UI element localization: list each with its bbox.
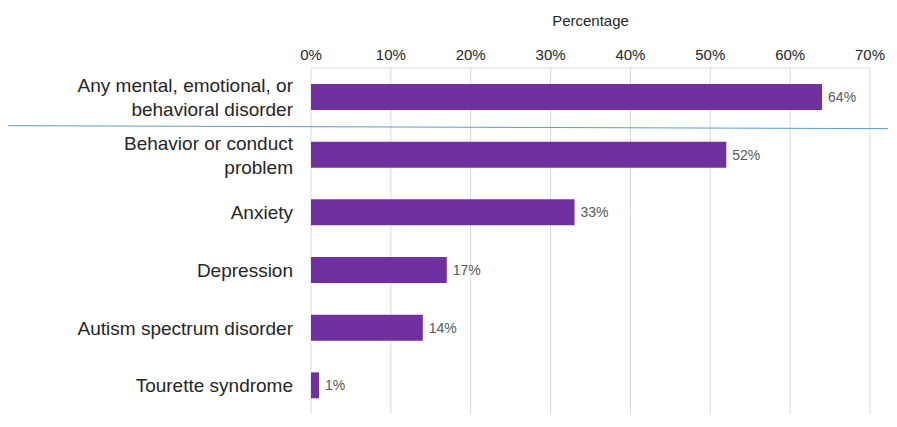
svg-text:70%: 70%: [855, 46, 885, 63]
svg-text:14%: 14%: [429, 320, 457, 336]
svg-text:Tourette syndrome: Tourette syndrome: [136, 375, 293, 396]
svg-text:1%: 1%: [325, 377, 345, 393]
svg-text:64%: 64%: [828, 89, 856, 105]
svg-text:10%: 10%: [376, 46, 406, 63]
svg-text:52%: 52%: [732, 147, 760, 163]
svg-text:Any mental, emotional, orbehav: Any mental, emotional, orbehavioral diso…: [78, 74, 294, 119]
svg-text:17%: 17%: [453, 262, 481, 278]
svg-text:30%: 30%: [536, 46, 566, 63]
svg-text:0%: 0%: [300, 46, 322, 63]
svg-text:Behavior or conductproblem: Behavior or conductproblem: [124, 132, 294, 177]
svg-text:60%: 60%: [775, 46, 805, 63]
svg-text:33%: 33%: [581, 204, 609, 220]
svg-text:Anxiety: Anxiety: [231, 202, 294, 223]
svg-text:Autism spectrum disorder: Autism spectrum disorder: [78, 317, 294, 338]
svg-text:Percentage: Percentage: [552, 12, 629, 29]
svg-text:50%: 50%: [695, 46, 725, 63]
svg-text:40%: 40%: [615, 46, 645, 63]
svg-text:20%: 20%: [456, 46, 486, 63]
svg-text:Depression: Depression: [197, 259, 293, 280]
